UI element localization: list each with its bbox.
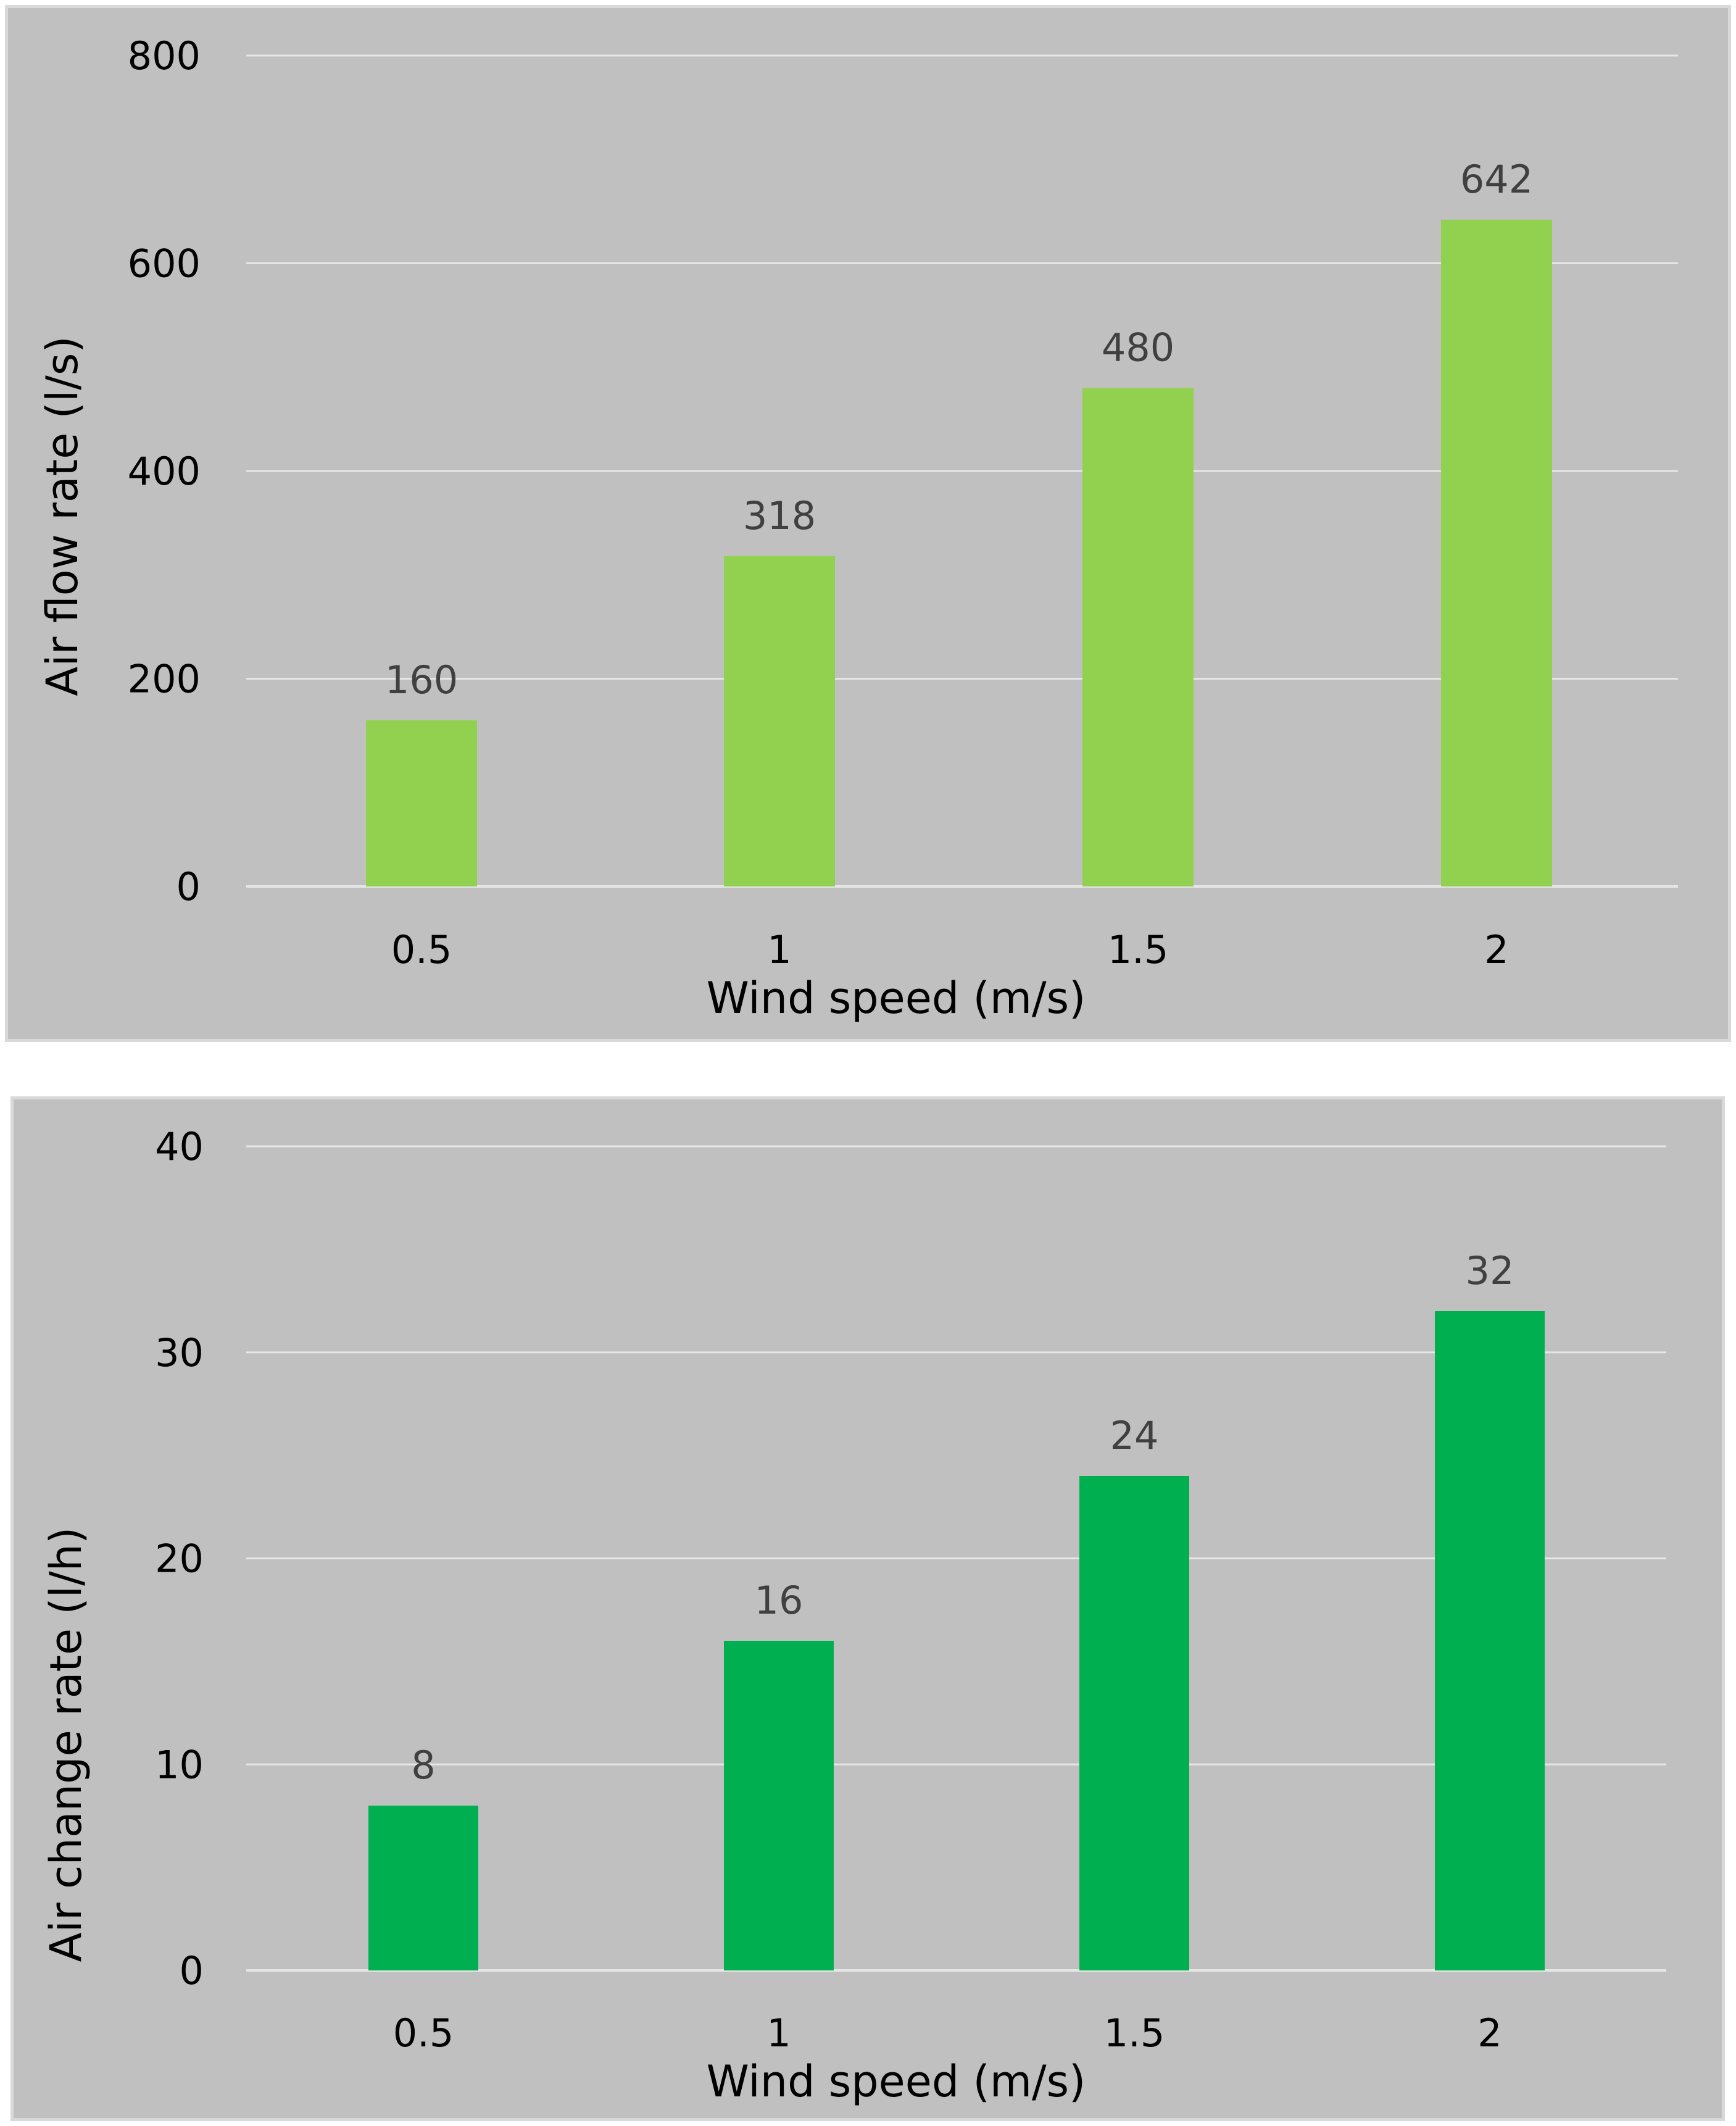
- x-tick-label: 1.5: [1104, 2011, 1165, 2056]
- y-tick-label: 20: [155, 1536, 204, 1582]
- bar: [1082, 388, 1194, 886]
- bar: [1435, 1311, 1545, 1970]
- x-tick-label: 1.5: [1108, 927, 1169, 972]
- data-label: 480: [1102, 325, 1174, 370]
- y-tick-label: 0: [177, 864, 201, 909]
- y-tick-label: 0: [180, 1948, 204, 1993]
- y-tick-label: 600: [128, 241, 201, 286]
- x-axis-title: Wind speed (m/s): [707, 2056, 1086, 2107]
- x-tick-label: 2: [1477, 2011, 1501, 2056]
- data-label: 160: [385, 657, 458, 702]
- x-tick-label: 2: [1484, 927, 1508, 972]
- data-label: 318: [743, 493, 816, 538]
- x-axis-title: Wind speed (m/s): [707, 973, 1086, 1023]
- bar: [366, 720, 477, 886]
- data-label: 8: [411, 1743, 435, 1788]
- bar: [1079, 1476, 1189, 1970]
- data-label: 24: [1110, 1413, 1159, 1458]
- data-label: 16: [755, 1578, 804, 1623]
- data-label: 32: [1466, 1248, 1514, 1293]
- x-tick-label: 0.5: [393, 2011, 454, 2056]
- y-tick-label: 400: [128, 449, 201, 494]
- x-tick-label: 1: [767, 927, 791, 972]
- y-tick-label: 10: [155, 1742, 204, 1787]
- y-axis-title: Air change rate (l/h): [41, 1527, 91, 1962]
- x-tick-label: 0.5: [391, 927, 452, 972]
- bar: [368, 1806, 478, 1970]
- data-label: 642: [1460, 157, 1533, 202]
- x-tick-label: 1: [766, 2011, 791, 2056]
- y-tick-label: 200: [128, 657, 201, 702]
- y-tick-label: 30: [155, 1330, 204, 1375]
- bar: [724, 556, 835, 886]
- bar: [724, 1641, 834, 1970]
- y-axis-title: Air flow rate (l/s): [37, 336, 88, 696]
- y-tick-label: 800: [128, 33, 201, 78]
- bar: [1441, 219, 1552, 887]
- y-tick-label: 40: [155, 1124, 204, 1169]
